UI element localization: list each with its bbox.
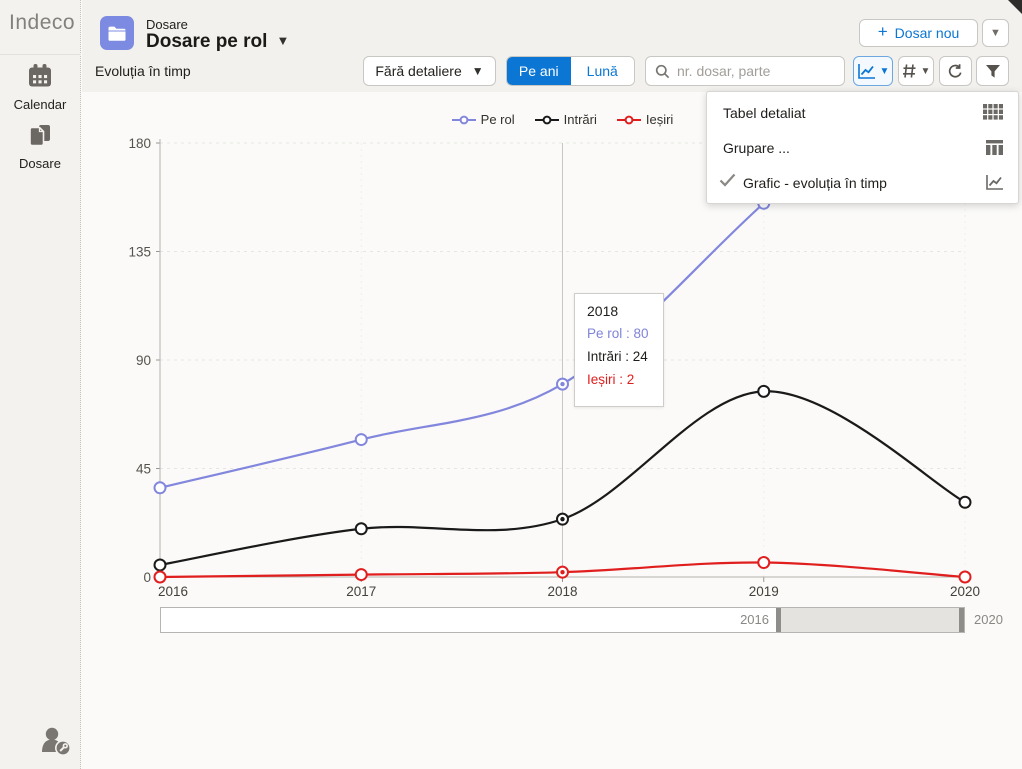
plus-icon: +	[877, 22, 888, 41]
funnel-icon	[985, 64, 1001, 79]
data-point[interactable]	[354, 522, 368, 536]
check-icon	[719, 173, 743, 192]
y-tick-label: 135	[128, 245, 151, 260]
data-point-hover-dot	[560, 381, 565, 387]
data-point[interactable]	[354, 568, 368, 582]
documents-icon	[26, 125, 54, 152]
tooltip-row: Pe rol : 80	[587, 326, 649, 341]
chevron-down-icon: ▼	[276, 33, 290, 48]
legend-marker	[451, 115, 476, 124]
tooltip-row: Intrări : 24	[587, 349, 648, 364]
new-dossier-menu-button[interactable]: ▼	[982, 19, 1009, 47]
filter-button[interactable]	[976, 56, 1009, 86]
sidebar: Indeco Calendar Dosare	[0, 0, 81, 769]
view-subtitle: Evoluția în timp	[95, 63, 191, 79]
sidebar-item-calendar[interactable]: Calendar	[0, 62, 80, 112]
data-point[interactable]	[757, 384, 771, 398]
legend-marker	[534, 115, 559, 124]
chart-view-button[interactable]: ▼	[853, 56, 893, 86]
menu-item-grafic-evoluția-în-timp[interactable]: Grafic - evoluția în timp	[707, 165, 1018, 200]
search-icon	[655, 64, 670, 79]
data-point[interactable]	[757, 556, 771, 570]
app-logo: Indeco	[9, 11, 76, 34]
y-tick-label: 90	[136, 353, 151, 368]
data-point[interactable]	[958, 495, 972, 509]
chevron-down-icon: ▼	[990, 27, 1001, 39]
tooltip-row: Ieșiri : 2	[587, 372, 635, 387]
screen-corner-artifact	[1008, 0, 1022, 14]
folder-icon	[100, 16, 134, 50]
data-point[interactable]	[153, 481, 167, 495]
period-option-month[interactable]: Lună	[570, 57, 634, 85]
slider-handle-left[interactable]	[776, 608, 781, 632]
chart-tooltip: 2018 Pe rol : 80 Intrări : 24 Ieșiri : 2	[574, 293, 664, 407]
line-chart-icon	[857, 63, 876, 80]
time-range-slider[interactable]: 2016 2020	[160, 607, 1003, 633]
table-icon	[983, 104, 1004, 121]
data-point[interactable]	[153, 570, 167, 584]
hash-icon	[902, 63, 917, 79]
chevron-down-icon: ▼	[471, 64, 484, 78]
data-point[interactable]	[354, 433, 368, 447]
x-tick-label: 2017	[346, 584, 376, 599]
page-title[interactable]: Dosare pe rol ▼	[146, 31, 290, 52]
x-tick-label: 2020	[950, 584, 980, 599]
refresh-icon	[947, 63, 964, 80]
data-point-hover-dot	[560, 569, 565, 575]
legend-item-intrări[interactable]: Intrări	[534, 112, 597, 127]
slider-end-label: 2020	[974, 612, 1003, 627]
menu-item-grupare-[interactable]: Grupare ...	[707, 130, 1018, 165]
menu-item-tabel-detaliat[interactable]: Tabel detaliat	[707, 95, 1018, 130]
y-tick-label: 45	[136, 462, 151, 477]
header: Dosare Dosare pe rol ▼ Evoluția în timp +…	[82, 0, 1022, 92]
tooltip-year: 2018	[587, 303, 619, 319]
x-tick-label: 2016	[158, 584, 188, 599]
calendar-icon	[26, 64, 54, 93]
slider-selection[interactable]	[776, 608, 964, 632]
new-dossier-button[interactable]: + Dosar nou	[859, 19, 978, 47]
legend-item-ieșiri[interactable]: Ieșiri	[616, 112, 673, 127]
y-tick-label: 0	[143, 570, 151, 585]
context-label: Dosare	[146, 17, 188, 32]
period-toggle: Pe ani Lună	[506, 56, 635, 86]
legend-item-pe-rol[interactable]: Pe rol	[451, 112, 515, 127]
y-tick-label: 180	[128, 136, 151, 151]
slider-handle-right[interactable]	[959, 608, 964, 632]
refresh-button[interactable]	[939, 56, 972, 86]
data-point[interactable]	[958, 570, 972, 584]
x-tick-label: 2019	[749, 584, 779, 599]
line-chart-icon	[985, 174, 1004, 191]
data-point-hover-dot	[560, 516, 565, 522]
period-option-years[interactable]: Pe ani	[507, 57, 571, 85]
sidebar-divider	[0, 54, 81, 55]
sidebar-item-dosare[interactable]: Dosare	[0, 121, 80, 171]
slider-start-label: 2016	[740, 612, 769, 627]
search-box	[645, 56, 845, 86]
view-options-menu: Tabel detaliat Grupare ... Grafic - evol…	[706, 91, 1019, 204]
chart-legend: Pe rol Intrări Ieșiri	[160, 112, 965, 127]
user-settings-icon[interactable]	[36, 722, 74, 765]
detail-dropdown-button[interactable]: Fără detaliere ▼	[363, 56, 496, 86]
numbering-button[interactable]: ▼	[898, 56, 934, 86]
data-point[interactable]	[153, 558, 167, 572]
x-tick-label: 2018	[547, 584, 577, 599]
legend-marker	[616, 115, 641, 124]
columns-icon	[985, 139, 1004, 156]
search-input[interactable]	[677, 63, 835, 79]
